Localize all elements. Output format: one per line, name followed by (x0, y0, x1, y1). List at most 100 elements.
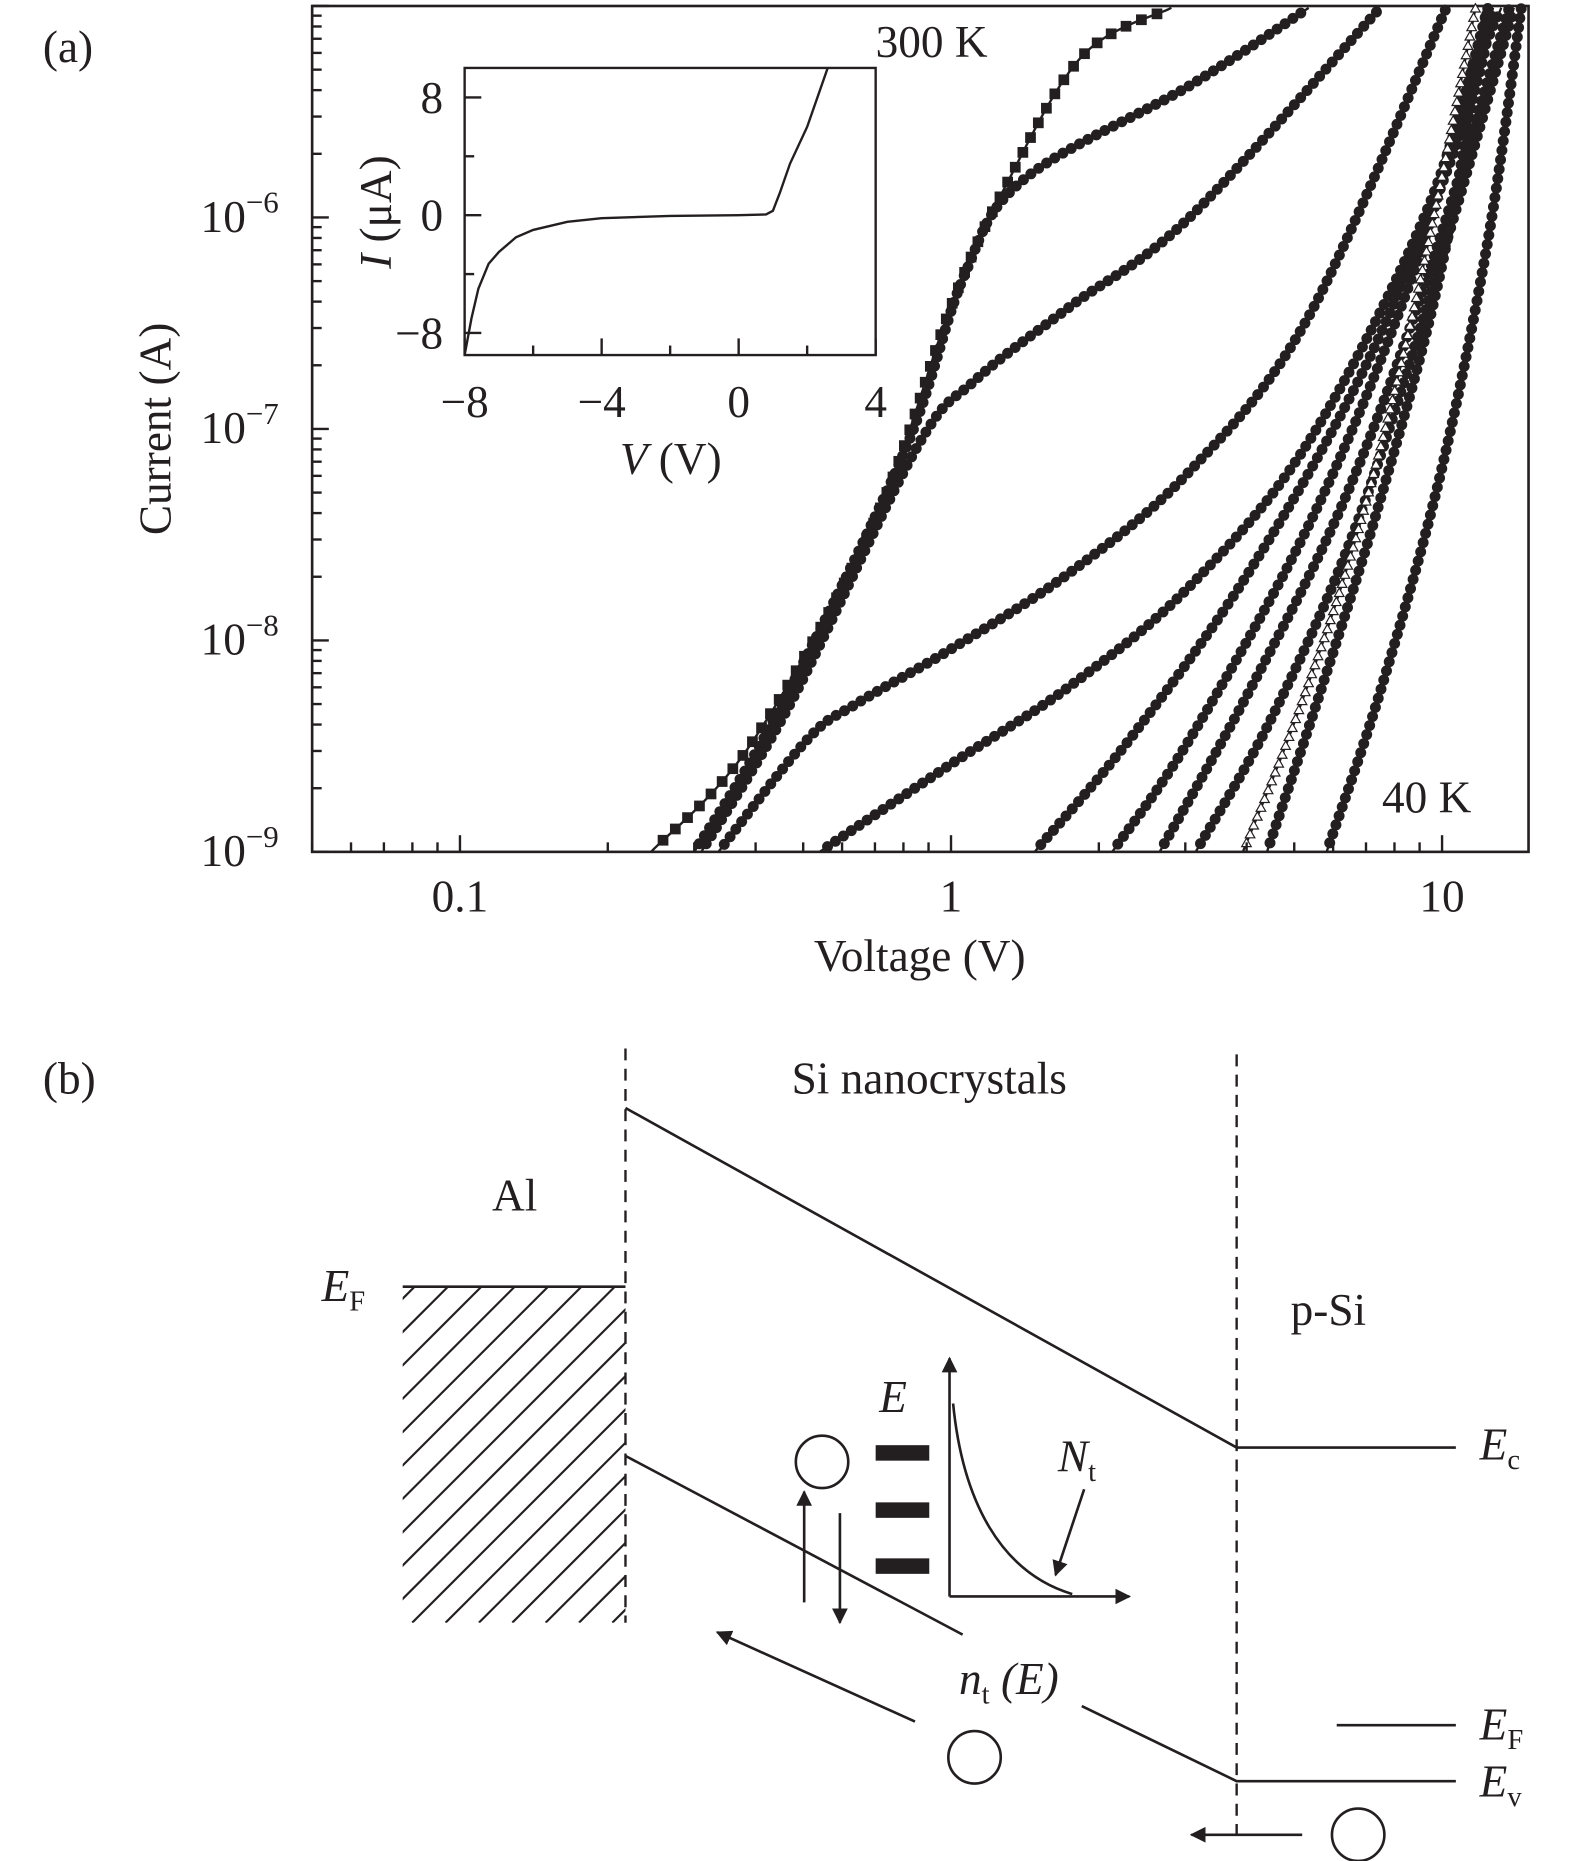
x-tick-label: 0.1 (432, 871, 489, 921)
data-point (1291, 756, 1303, 768)
data-point (783, 756, 795, 768)
hatch-line (444, 1441, 626, 1623)
data-point (1424, 39, 1436, 51)
data-point (1269, 705, 1281, 717)
data-point (1395, 110, 1407, 121)
nt-pointer-arrow (1052, 1488, 1086, 1577)
data-point (1297, 737, 1309, 749)
data-point (1432, 189, 1444, 200)
data-point (1337, 240, 1349, 252)
data-point (1216, 679, 1228, 691)
nt-e-rest: (E) (990, 1654, 1059, 1704)
data-point (1052, 689, 1064, 701)
data-point (991, 201, 1003, 213)
data-point (1452, 177, 1464, 189)
data-point (1312, 552, 1324, 564)
data-point (851, 562, 863, 574)
data-point (1055, 307, 1067, 319)
data-point (1350, 532, 1362, 543)
x-tick-label: 1 (940, 871, 963, 921)
nt-label: Nt (1057, 1431, 1096, 1488)
data-point (1231, 162, 1243, 174)
data-point (1495, 48, 1507, 60)
data-point (1314, 610, 1326, 622)
data-point (1400, 368, 1412, 380)
data-point (1171, 223, 1183, 235)
data-point (1481, 239, 1493, 251)
data-point (1288, 99, 1300, 111)
data-point (789, 673, 801, 685)
data-point (1312, 692, 1324, 704)
data-point (1273, 696, 1285, 708)
data-point (721, 806, 733, 818)
data-point (863, 690, 875, 702)
data-point (1368, 171, 1380, 183)
data-point (1273, 518, 1285, 530)
data-point (1302, 636, 1314, 648)
data-point (914, 406, 926, 417)
data-point (1272, 579, 1284, 591)
inset-x-tick-label: −4 (578, 377, 626, 427)
data-point (1257, 134, 1269, 146)
data-point (904, 432, 916, 444)
data-point (1248, 558, 1260, 570)
data-point (1143, 619, 1155, 631)
data-point (1342, 601, 1354, 613)
data-point (1490, 182, 1502, 194)
data-point (1307, 511, 1319, 523)
data-point (1421, 48, 1433, 60)
data-point (1271, 23, 1283, 35)
data-point (847, 571, 858, 582)
data-point (705, 788, 717, 800)
data-point (1063, 302, 1075, 314)
data-point (1263, 534, 1275, 546)
data-point (1136, 625, 1147, 637)
data-point (875, 510, 887, 522)
data-point (1005, 720, 1017, 732)
data-point (951, 287, 963, 299)
data-point (1032, 324, 1044, 336)
data-point (1288, 493, 1300, 505)
data-point (1353, 206, 1365, 218)
data-point (1330, 418, 1342, 430)
inset-y-label: I (μA) (351, 155, 401, 270)
data-point (839, 705, 850, 717)
data-point (1370, 458, 1382, 469)
data-point (1141, 248, 1153, 260)
data-point (774, 716, 786, 728)
data-point (1333, 629, 1345, 641)
data-point (1270, 819, 1282, 831)
data-point (1347, 385, 1359, 397)
data-point (1230, 531, 1242, 543)
inset-y-tick-label: 0 (421, 191, 444, 241)
data-point (1487, 75, 1499, 87)
data-point (989, 730, 1001, 742)
data-point (1310, 619, 1322, 631)
data-point (718, 838, 730, 850)
data-point (1329, 575, 1341, 587)
data-point (1395, 356, 1408, 368)
data-point (746, 765, 758, 777)
data-point (1233, 772, 1245, 784)
data-point (1451, 95, 1463, 107)
data-point (1017, 147, 1029, 158)
data-point (1091, 37, 1103, 49)
data-point (1199, 70, 1211, 82)
data-point (1465, 21, 1478, 32)
data-point (1333, 49, 1345, 61)
ef-left-label: EF (321, 1261, 366, 1318)
data-point (1205, 190, 1217, 202)
data-point (780, 690, 792, 702)
data-point (920, 426, 932, 438)
data-point (1369, 510, 1381, 522)
data-point (1367, 711, 1379, 722)
data-point (1443, 133, 1456, 144)
data-point (1250, 141, 1262, 153)
data-point (1208, 439, 1220, 451)
data-point (1204, 559, 1216, 571)
data-point (1183, 80, 1195, 92)
data-point (1202, 703, 1214, 715)
data-point (1493, 163, 1505, 175)
data-point (1397, 347, 1410, 358)
data-point (751, 757, 763, 769)
